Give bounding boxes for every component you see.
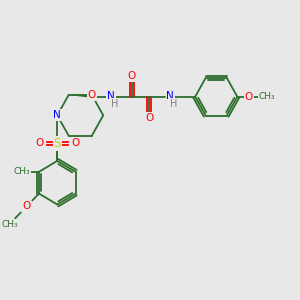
Text: O: O <box>88 90 96 100</box>
Text: CH₃: CH₃ <box>14 167 30 176</box>
Text: S: S <box>54 136 61 150</box>
Text: H: H <box>170 99 178 109</box>
Text: O: O <box>145 112 153 122</box>
Text: CH₃: CH₃ <box>259 92 275 101</box>
Text: CH₃: CH₃ <box>1 220 18 229</box>
Text: N: N <box>53 110 61 120</box>
Text: O: O <box>128 71 136 81</box>
Text: N: N <box>167 91 174 101</box>
Text: O: O <box>22 202 31 212</box>
Text: N: N <box>107 91 115 101</box>
Text: O: O <box>71 138 80 148</box>
Text: O: O <box>245 92 253 102</box>
Text: O: O <box>35 138 43 148</box>
Text: H: H <box>111 99 118 109</box>
